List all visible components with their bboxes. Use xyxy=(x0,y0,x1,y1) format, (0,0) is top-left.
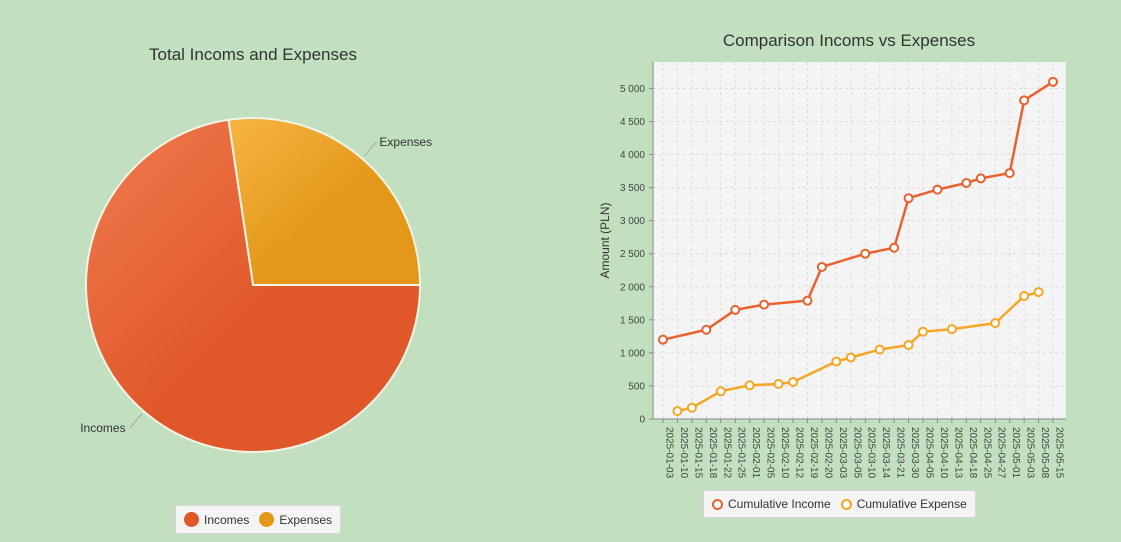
data-point-cumulative-expense xyxy=(788,376,798,387)
y-tick-label: 4 000 xyxy=(620,150,645,161)
y-tick-label: 500 xyxy=(628,381,645,392)
x-tick-label: 2025-01-18 xyxy=(707,427,718,479)
y-tick-label: 4 500 xyxy=(620,117,645,128)
pie-leader-incomes xyxy=(129,413,143,429)
legend-item-expenses: Expenses xyxy=(259,512,332,527)
plot-area xyxy=(653,62,1066,419)
legend-label-expenses: Expenses xyxy=(279,512,333,527)
x-tick-label: 2025-03-14 xyxy=(880,427,891,479)
data-point-cumulative-income xyxy=(1048,76,1058,87)
x-tick-label: 2025-05-01 xyxy=(1010,427,1021,479)
pie-chart-title: Total Incoms and Expenses xyxy=(149,45,357,64)
legend-item-cumulative-income: Cumulative Income xyxy=(712,497,831,511)
data-point-cumulative-expense xyxy=(874,344,885,355)
data-point-cumulative-income xyxy=(658,334,668,345)
data-point-cumulative-income xyxy=(1004,168,1015,179)
x-tick-label: 2025-03-10 xyxy=(866,427,877,479)
data-point-cumulative-income xyxy=(759,299,770,310)
data-point-cumulative-expense xyxy=(990,318,1001,329)
x-tick-label: 2025-03-05 xyxy=(851,427,862,479)
legend-label-cumulative-expense: Cumulative Expense xyxy=(856,497,967,511)
data-point-cumulative-expense xyxy=(831,356,842,367)
x-tick-label: 2025-02-12 xyxy=(794,427,805,479)
x-tick-label: 2025-05-15 xyxy=(1054,427,1065,479)
data-point-cumulative-expense xyxy=(903,339,914,350)
y-tick-label: 1 500 xyxy=(620,315,645,326)
x-tick-label: 2025-02-10 xyxy=(779,427,790,479)
x-tick-label: 2025-02-20 xyxy=(822,427,833,479)
data-point-cumulative-income xyxy=(1019,95,1030,106)
x-tick-label: 2025-05-03 xyxy=(1025,427,1036,479)
pie-legend: Incomes Expenses xyxy=(175,505,342,534)
x-tick-label: 2025-04-25 xyxy=(981,427,992,479)
x-tick-label: 2025-03-21 xyxy=(895,427,906,479)
legend-label-incomes: Incomes xyxy=(204,512,250,527)
y-tick-label: 2 500 xyxy=(620,249,645,260)
data-point-cumulative-expense xyxy=(773,378,784,389)
y-tick-label: 2 000 xyxy=(620,282,645,293)
pie-label-incomes: Incomes xyxy=(80,421,125,435)
x-tick-label: 2025-01-25 xyxy=(736,427,747,479)
data-point-cumulative-income xyxy=(802,295,813,306)
pie-slice-incomes xyxy=(85,118,422,453)
x-tick-label: 2025-02-05 xyxy=(765,427,776,479)
data-point-cumulative-expense xyxy=(686,402,697,413)
legend-label-cumulative-income: Cumulative Income xyxy=(728,497,831,511)
y-tick-label: 1 000 xyxy=(620,348,645,359)
pie-leader-expenses xyxy=(363,141,377,157)
legend-item-incomes: Incomes xyxy=(184,512,249,527)
data-point-cumulative-income xyxy=(903,193,914,204)
data-point-cumulative-income xyxy=(730,304,741,315)
cumulative-income-swatch xyxy=(712,498,723,510)
x-tick-label: 2025-05-08 xyxy=(1039,427,1050,479)
data-point-cumulative-expense xyxy=(744,380,755,391)
line-legend: Cumulative Income Cumulative Expense xyxy=(703,490,976,518)
x-tick-label: 2025-01-10 xyxy=(678,427,689,479)
data-point-cumulative-income xyxy=(701,324,712,335)
x-tick-label: 2025-04-13 xyxy=(952,427,963,479)
expenses-swatch xyxy=(259,512,275,527)
y-axis-label: Amount (PLN) xyxy=(598,202,612,278)
x-tick-label: 2025-01-15 xyxy=(692,427,703,479)
data-point-cumulative-expense xyxy=(672,406,683,417)
x-tick-label: 2025-04-05 xyxy=(924,427,935,479)
x-tick-label: 2025-03-03 xyxy=(837,427,848,479)
x-tick-label: 2025-02-19 xyxy=(808,427,819,479)
data-point-cumulative-income xyxy=(961,177,972,188)
x-tick-label: 2025-04-10 xyxy=(938,427,949,479)
incomes-swatch xyxy=(184,512,199,527)
data-point-cumulative-expense xyxy=(845,352,856,363)
data-point-cumulative-income xyxy=(860,248,871,259)
y-tick-label: 0 xyxy=(639,415,645,426)
x-tick-label: 2025-01-22 xyxy=(721,427,732,479)
y-tick-label: 3 500 xyxy=(620,183,645,194)
x-tick-label: 2025-04-27 xyxy=(996,427,1007,479)
x-tick-label: 2025-01-03 xyxy=(664,427,675,479)
cumulative-expense-swatch xyxy=(840,498,852,510)
data-point-cumulative-expense xyxy=(715,386,726,397)
y-tick-label: 3 000 xyxy=(620,216,645,227)
x-tick-label: 2025-03-30 xyxy=(909,427,920,479)
data-point-cumulative-income xyxy=(932,184,943,195)
y-tick-label: 5 000 xyxy=(620,84,645,95)
data-point-cumulative-expense xyxy=(946,324,957,335)
data-point-cumulative-expense xyxy=(1033,287,1044,298)
x-tick-label: 2025-04-18 xyxy=(967,427,978,479)
x-tick-label: 2025-02-01 xyxy=(750,427,761,479)
data-point-cumulative-income xyxy=(975,173,986,184)
data-point-cumulative-expense xyxy=(918,326,928,337)
data-point-cumulative-expense xyxy=(1019,291,1030,302)
data-point-cumulative-income xyxy=(889,242,900,253)
pie-slice-expenses xyxy=(227,117,422,286)
legend-item-cumulative-expense: Cumulative Expense xyxy=(840,497,967,511)
line-chart-title: Comparison Incoms vs Expenses xyxy=(722,31,976,50)
data-point-cumulative-income xyxy=(816,261,827,272)
pie-label-expenses: Expenses xyxy=(379,135,432,149)
